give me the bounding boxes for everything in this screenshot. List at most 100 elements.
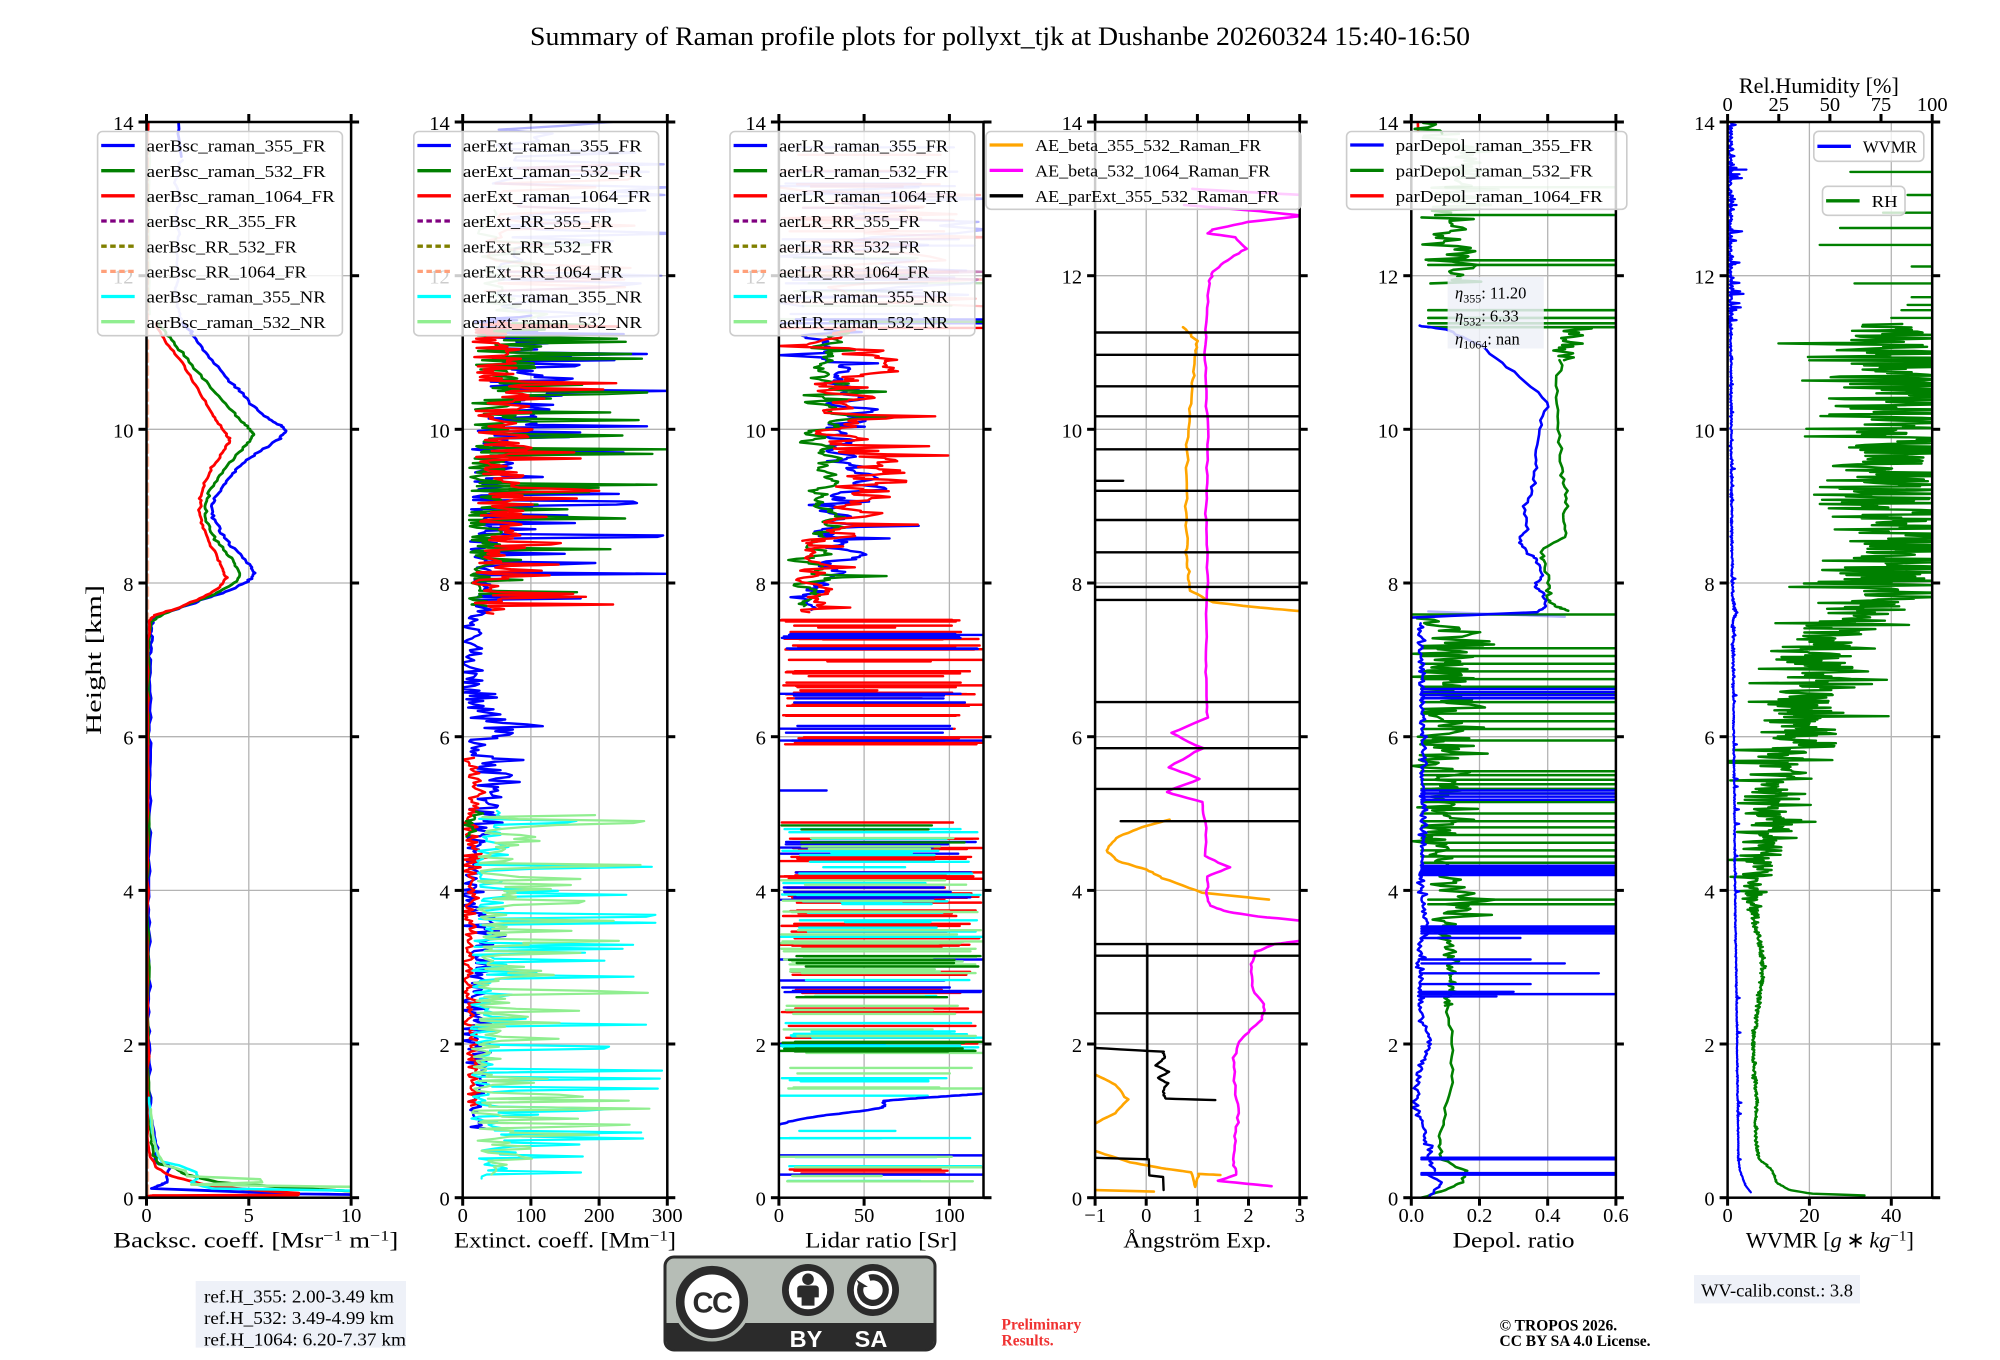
svg-text:75: 75: [1871, 94, 1892, 116]
svg-text:10: 10: [745, 420, 766, 442]
svg-text:aerBsc_raman_532_FR: aerBsc_raman_532_FR: [147, 162, 327, 181]
svg-text:aerExt_raman_1064_FR: aerExt_raman_1064_FR: [463, 187, 652, 206]
svg-text:10: 10: [113, 420, 134, 442]
svg-text:aerLR_raman_532_NR: aerLR_raman_532_NR: [779, 313, 949, 332]
svg-text:300: 300: [652, 1205, 683, 1227]
svg-text:2: 2: [123, 1035, 133, 1057]
svg-text:0: 0: [458, 1205, 468, 1227]
svg-text:2: 2: [756, 1035, 766, 1057]
svg-text:parDepol_raman_355_FR: parDepol_raman_355_FR: [1396, 136, 1594, 155]
svg-text:AE_beta_355_532_Raman_FR: AE_beta_355_532_Raman_FR: [1035, 136, 1262, 155]
svg-text:14: 14: [113, 113, 134, 135]
svg-text:parDepol_raman_532_FR: parDepol_raman_532_FR: [1396, 162, 1594, 181]
svg-text:4: 4: [756, 881, 766, 903]
svg-text:CC: CC: [693, 1288, 733, 1320]
svg-text:aerExt_raman_355_FR: aerExt_raman_355_FR: [463, 137, 643, 156]
svg-text:Lidar ratio [Sr]: Lidar ratio [Sr]: [805, 1228, 957, 1253]
svg-text:aerExt_RR_355_FR: aerExt_RR_355_FR: [463, 212, 614, 231]
svg-text:0: 0: [1072, 1189, 1082, 1211]
svg-text:−1: −1: [1084, 1205, 1106, 1227]
svg-text:aerExt_RR_1064_FR: aerExt_RR_1064_FR: [463, 263, 624, 282]
svg-text:aerLR_RR_1064_FR: aerLR_RR_1064_FR: [779, 263, 930, 282]
svg-text:5: 5: [244, 1205, 254, 1227]
svg-text:0: 0: [1722, 1205, 1732, 1227]
svg-text:14: 14: [1062, 113, 1083, 135]
svg-text:4: 4: [1388, 881, 1398, 903]
svg-text:8: 8: [1704, 574, 1714, 596]
svg-text:2: 2: [1072, 1035, 1082, 1057]
svg-text:aerLR_raman_355_FR: aerLR_raman_355_FR: [779, 137, 949, 156]
svg-text:1: 1: [1192, 1205, 1202, 1227]
svg-text:aerBsc_raman_532_NR: aerBsc_raman_532_NR: [147, 313, 327, 332]
svg-text:Extinct. coeff. [Mm−1]: Extinct. coeff. [Mm −1]: [454, 1228, 676, 1253]
svg-text:6: 6: [439, 728, 449, 750]
svg-text:14: 14: [1378, 113, 1399, 135]
svg-text:Backsc. coeff. [Msr−1 m−1]: Backsc. coeff. [Msr −1 m −1]: [113, 1228, 398, 1253]
svg-text:10: 10: [1694, 420, 1715, 442]
svg-text:ref.H_355: 2.00-3.49 km: ref.H_355: 2.00-3.49 km: [204, 1287, 394, 1307]
svg-text:aerBsc_RR_355_FR: aerBsc_RR_355_FR: [147, 212, 298, 231]
svg-text:0.2: 0.2: [1467, 1205, 1493, 1227]
svg-text:100: 100: [1917, 94, 1948, 116]
svg-text:0: 0: [141, 1205, 151, 1227]
svg-text:0: 0: [439, 1189, 449, 1211]
svg-text:WVMR: WVMR: [1863, 137, 1918, 156]
svg-text:aerLR_raman_1064_FR: aerLR_raman_1064_FR: [779, 187, 959, 206]
svg-text:aerExt_RR_532_FR: aerExt_RR_532_FR: [463, 237, 614, 256]
svg-text:14: 14: [1694, 113, 1715, 135]
svg-text:12: 12: [1694, 267, 1715, 289]
svg-text:SA: SA: [855, 1326, 888, 1352]
svg-text:Ångström Exp.: Ångström Exp.: [1123, 1228, 1271, 1253]
svg-text:η355: 11.20: η355: 11.20: [1455, 284, 1526, 306]
svg-text:aerLR_raman_355_NR: aerLR_raman_355_NR: [779, 288, 949, 307]
svg-text:AE_beta_532_1064_Raman_FR: AE_beta_532_1064_Raman_FR: [1035, 162, 1271, 181]
svg-text:6: 6: [1704, 728, 1714, 750]
svg-text:aerLR_raman_532_FR: aerLR_raman_532_FR: [779, 162, 949, 181]
svg-text:Summary of Raman profile plots: Summary of Raman profile plots for polly…: [530, 22, 1470, 51]
svg-text:0: 0: [1388, 1189, 1398, 1211]
svg-text:Preliminary: Preliminary: [1002, 1317, 1082, 1334]
svg-text:aerExt_raman_355_NR: aerExt_raman_355_NR: [463, 288, 643, 307]
svg-text:aerBsc_RR_1064_FR: aerBsc_RR_1064_FR: [147, 263, 308, 282]
svg-text:aerBsc_raman_355_FR: aerBsc_raman_355_FR: [147, 137, 327, 156]
svg-text:Depol. ratio: Depol. ratio: [1453, 1228, 1575, 1253]
svg-text:50: 50: [1820, 94, 1841, 116]
svg-text:0: 0: [123, 1189, 133, 1211]
svg-text:0: 0: [756, 1189, 766, 1211]
svg-text:BY: BY: [790, 1326, 823, 1352]
svg-text:aerBsc_raman_355_NR: aerBsc_raman_355_NR: [147, 288, 327, 307]
svg-text:© TROPOS 2026.: © TROPOS 2026.: [1500, 1318, 1618, 1335]
svg-text:0: 0: [1141, 1205, 1151, 1227]
svg-text:40: 40: [1881, 1205, 1902, 1227]
svg-text:8: 8: [756, 574, 766, 596]
svg-text:0: 0: [1704, 1189, 1714, 1211]
svg-text:6: 6: [123, 728, 133, 750]
svg-text:10: 10: [1062, 420, 1083, 442]
svg-text:6: 6: [1388, 728, 1398, 750]
svg-text:14: 14: [745, 113, 766, 135]
svg-text:Height [km]: Height [km]: [81, 585, 106, 735]
svg-text:aerBsc_RR_532_FR: aerBsc_RR_532_FR: [147, 237, 298, 256]
svg-text:aerLR_RR_355_FR: aerLR_RR_355_FR: [779, 212, 921, 231]
svg-text:6: 6: [756, 728, 766, 750]
svg-text:0.0: 0.0: [1398, 1205, 1424, 1227]
svg-text:8: 8: [1388, 574, 1398, 596]
svg-text:25: 25: [1769, 94, 1790, 116]
svg-text:12: 12: [1062, 267, 1083, 289]
svg-text:AE_parExt_355_532_Raman_FR: AE_parExt_355_532_Raman_FR: [1035, 187, 1280, 206]
svg-text:12: 12: [1378, 267, 1399, 289]
svg-text:Rel.Humidity [%]: Rel.Humidity [%]: [1739, 73, 1899, 98]
svg-text:η532: 6.33: η532: 6.33: [1455, 307, 1519, 329]
svg-text:aerExt_raman_532_NR: aerExt_raman_532_NR: [463, 313, 643, 332]
svg-text:ref.H_1064: 6.20-7.37 km: ref.H_1064: 6.20-7.37 km: [204, 1330, 406, 1350]
svg-text:aerLR_RR_532_FR: aerLR_RR_532_FR: [779, 237, 921, 256]
svg-text:14: 14: [429, 113, 450, 135]
svg-text:200: 200: [584, 1205, 615, 1227]
svg-text:8: 8: [123, 574, 133, 596]
svg-text:4: 4: [1704, 881, 1714, 903]
svg-text:100: 100: [516, 1205, 547, 1227]
svg-text:WVMR [g ∗ kg−1]: WVMR [g ∗ kg−1]: [1746, 1228, 1914, 1253]
svg-text:0.6: 0.6: [1603, 1205, 1629, 1227]
svg-text:10: 10: [429, 420, 450, 442]
svg-text:WV-calib.const.: 3.8: WV-calib.const.: 3.8: [1701, 1281, 1853, 1301]
